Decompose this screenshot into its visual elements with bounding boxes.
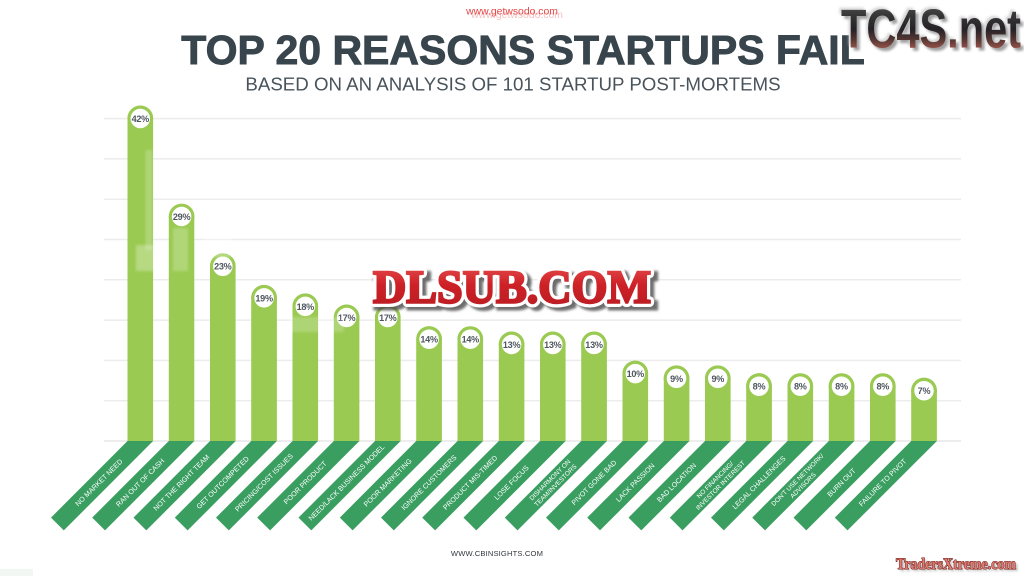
svg-text:17%: 17% [379,313,397,323]
svg-text:8%: 8% [794,382,807,392]
svg-text:7%: 7% [918,386,931,396]
svg-text:TC4S.net: TC4S.net [839,0,1019,57]
svg-text:BASED ON AN ANALYSIS OF 101 ST: BASED ON AN ANALYSIS OF 101 STARTUP POST… [245,74,780,95]
svg-text:8%: 8% [876,382,889,392]
svg-text:42%: 42% [132,114,150,124]
svg-text:TC4S.net: TC4S.net [841,0,1021,59]
svg-text:www.getwsodo.com: www.getwsodo.com [470,10,563,21]
svg-text:TradersXtreme.com: TradersXtreme.com [896,556,1016,573]
svg-text:19%: 19% [255,293,273,303]
svg-text:14%: 14% [462,335,480,345]
svg-text:www.getwsodo.com: www.getwsodo.com [465,7,558,18]
svg-text:TOP 20 REASONS STARTUPS FAIL: TOP 20 REASONS STARTUPS FAIL [181,27,864,73]
svg-text:DLSUB.COM: DLSUB.COM [373,262,651,314]
svg-text:9%: 9% [670,374,683,384]
svg-text:23%: 23% [214,262,232,272]
svg-text:TradersXtreme.com: TradersXtreme.com [898,558,1018,575]
svg-text:13%: 13% [503,340,521,350]
svg-text:18%: 18% [297,302,315,312]
svg-text:29%: 29% [173,212,191,222]
svg-text:WWW.CBINSIGHTS.COM: WWW.CBINSIGHTS.COM [451,549,543,558]
svg-text:10%: 10% [627,369,645,379]
svg-text:8%: 8% [753,382,766,392]
svg-text:9%: 9% [711,374,724,384]
svg-text:TC4S.net: TC4S.net [844,0,1024,62]
svg-text:8%: 8% [835,382,848,392]
svg-text:DLSUB.COM: DLSUB.COM [377,265,655,317]
svg-text:14%: 14% [420,335,438,345]
svg-text:DLSUB.COM: DLSUB.COM [373,262,651,314]
svg-text:13%: 13% [544,340,562,350]
svg-text:17%: 17% [338,313,356,323]
svg-text:13%: 13% [585,340,603,350]
